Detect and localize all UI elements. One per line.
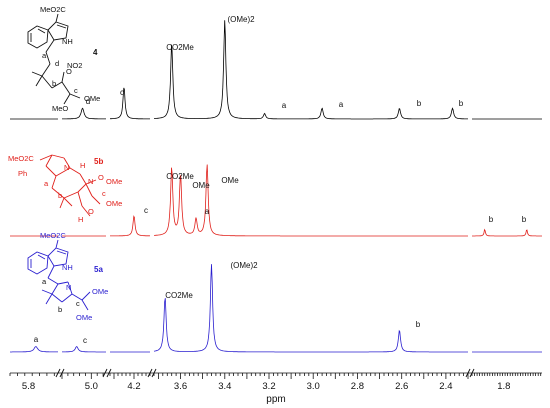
peak-label-ome2: (OMe)2 <box>227 15 255 24</box>
struct4-text: NH <box>62 37 73 46</box>
struct5b-text: H <box>78 215 83 224</box>
axis-break-marks <box>55 368 475 378</box>
peak-label-a: a <box>34 335 39 344</box>
spectrum-trace-5a <box>10 264 542 353</box>
peak-labels-4: d c CO2Me (OMe)2 a a b b <box>86 15 464 110</box>
x-tick-label: 5.0 <box>85 381 98 392</box>
struct5b-text: O <box>98 173 104 182</box>
structure-5a-text-dark: a <box>42 277 47 286</box>
peak-label-a: a <box>205 207 210 216</box>
struct5b-text: O <box>88 207 94 216</box>
struct4-text: b <box>52 79 56 88</box>
peak-label-co2me: CO2Me <box>166 172 194 181</box>
x-tick-label: 3.0 <box>307 381 320 392</box>
structure-4-text: MeO2C NH a d NO2 b O c OMe MeO 4 <box>40 5 100 113</box>
struct5b-text: N <box>64 163 69 172</box>
peak-label-c: c <box>120 88 124 97</box>
struct5a-text: c <box>76 299 80 308</box>
structure-5b <box>39 154 101 217</box>
struct5a-text: NH <box>62 263 73 272</box>
struct5b-text: OMe <box>106 199 122 208</box>
peak-label-c: c <box>144 206 148 215</box>
struct4-text: d <box>55 59 59 68</box>
x-tick-label: 2.4 <box>439 381 452 392</box>
struct5a-text: MeO2C <box>40 231 66 240</box>
peak-label-b: b <box>416 320 421 329</box>
x-tick-label: 2.6 <box>395 381 408 392</box>
struct5a-text: b <box>58 305 62 314</box>
peak-label-a: a <box>282 101 287 110</box>
struct4-text: MeO2C <box>40 5 66 14</box>
peak-label-ome: OMe <box>221 176 239 185</box>
structure-5a <box>27 239 91 311</box>
struct4-text: a <box>42 51 47 60</box>
struct5a-text: OMe <box>92 287 108 296</box>
compound-label-5b: 5b <box>94 157 103 166</box>
struct4-text: MeO <box>52 104 68 113</box>
struct4-text: O <box>66 67 72 76</box>
x-axis-title: ppm <box>266 394 285 405</box>
peak-labels-5b: c CO2Me OMe a OMe b b <box>144 172 527 224</box>
x-tick-label: 4.2 <box>127 381 140 392</box>
structure-5a-text-2: N <box>66 283 71 292</box>
x-tick-labels: 5.8 5.0 4.2 3.6 3.4 3.2 3.0 2.8 2.6 2.4 … <box>22 381 511 392</box>
structure-5a-text-4: OMe OMe 5a <box>76 265 108 322</box>
x-tick-label: 3.6 <box>174 381 187 392</box>
peak-label-b: b <box>522 215 527 224</box>
peak-labels-5a: a c CO2Me (OMe)2 b <box>34 261 421 345</box>
peak-label-co2me: CO2Me <box>166 43 194 52</box>
structure-5b-text: MeO2C N H Ph a N O c OMe OMe b O H 5b <box>8 154 122 224</box>
struct4-text: c <box>74 86 78 95</box>
struct5a-text: N <box>66 283 71 292</box>
peak-label-a: a <box>339 100 344 109</box>
struct4-text: NO2 <box>67 61 82 70</box>
struct5b-text: b <box>58 191 62 200</box>
peak-label-ome2: (OMe)2 <box>230 261 258 270</box>
peak-label-b: b <box>459 99 464 108</box>
struct5a-text: a <box>42 277 47 286</box>
compound-label-4: 4 <box>93 48 98 57</box>
x-tick-label: 3.2 <box>262 381 275 392</box>
spectrum-trace-4 <box>10 20 542 120</box>
struct5b-text: H <box>80 161 85 170</box>
x-axis <box>9 368 542 379</box>
peak-label-co2me: CO2Me <box>165 291 193 300</box>
x-tick-label: 3.4 <box>218 381 231 392</box>
spectrum-trace-5b <box>10 164 542 237</box>
struct4-text: OMe <box>84 94 100 103</box>
structure-5a-text-3: b c <box>58 299 80 314</box>
struct5b-text: N <box>88 177 93 186</box>
peak-label-d: d <box>86 97 90 106</box>
x-tick-label: 1.8 <box>497 381 510 392</box>
struct5b-text: Ph <box>18 169 27 178</box>
structure-4 <box>27 13 81 105</box>
peak-label-b: b <box>417 99 422 108</box>
x-axis-minor-ticks <box>9 373 542 379</box>
compound-label-5a: 5a <box>94 265 103 274</box>
struct5b-text: a <box>44 179 49 188</box>
struct5b-text: MeO2C <box>8 154 34 163</box>
peak-label-b: b <box>489 215 494 224</box>
x-tick-label: 5.8 <box>22 381 35 392</box>
peak-label-ome: OMe <box>192 181 210 190</box>
struct5b-text: c <box>102 189 106 198</box>
struct5b-text: OMe <box>106 177 122 186</box>
peak-label-c: c <box>83 336 87 345</box>
structure-5a-text: MeO2C NH <box>40 231 73 272</box>
struct5a-text: OMe <box>76 313 92 322</box>
x-tick-label: 2.8 <box>351 381 364 392</box>
